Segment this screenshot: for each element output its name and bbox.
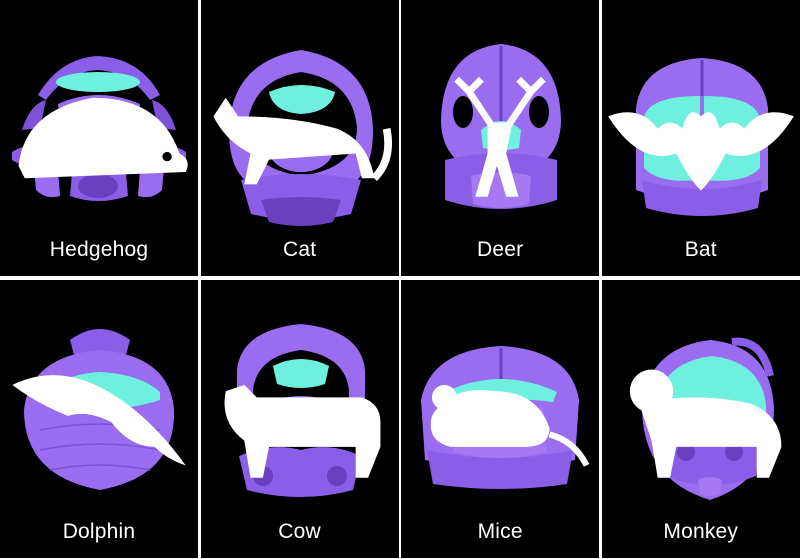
species-label: Hedgehog (49, 238, 149, 261)
hedgehog-icon (18, 97, 188, 179)
bat-icon (607, 112, 794, 191)
species-label: Bat (684, 238, 717, 261)
panel-bat: Bat (601, 0, 800, 276)
panel-deer: Deer (401, 0, 600, 276)
panel-hedgehog: Hedgehog (0, 0, 198, 276)
species-label: Deer (477, 238, 524, 261)
species-label: Cat (282, 238, 317, 261)
panel-cat: Cat (200, 0, 399, 276)
cat-icon (212, 97, 392, 185)
deer-icon (454, 76, 546, 197)
